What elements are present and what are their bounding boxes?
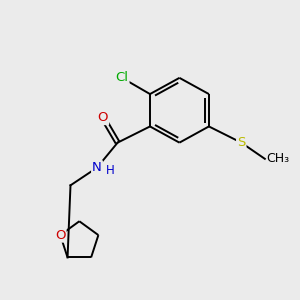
- Text: O: O: [98, 111, 108, 124]
- Text: S: S: [237, 136, 245, 149]
- Text: Cl: Cl: [116, 71, 128, 84]
- Text: CH₃: CH₃: [266, 152, 289, 165]
- Text: O: O: [55, 229, 65, 242]
- Text: N: N: [92, 161, 102, 174]
- Text: H: H: [106, 164, 115, 177]
